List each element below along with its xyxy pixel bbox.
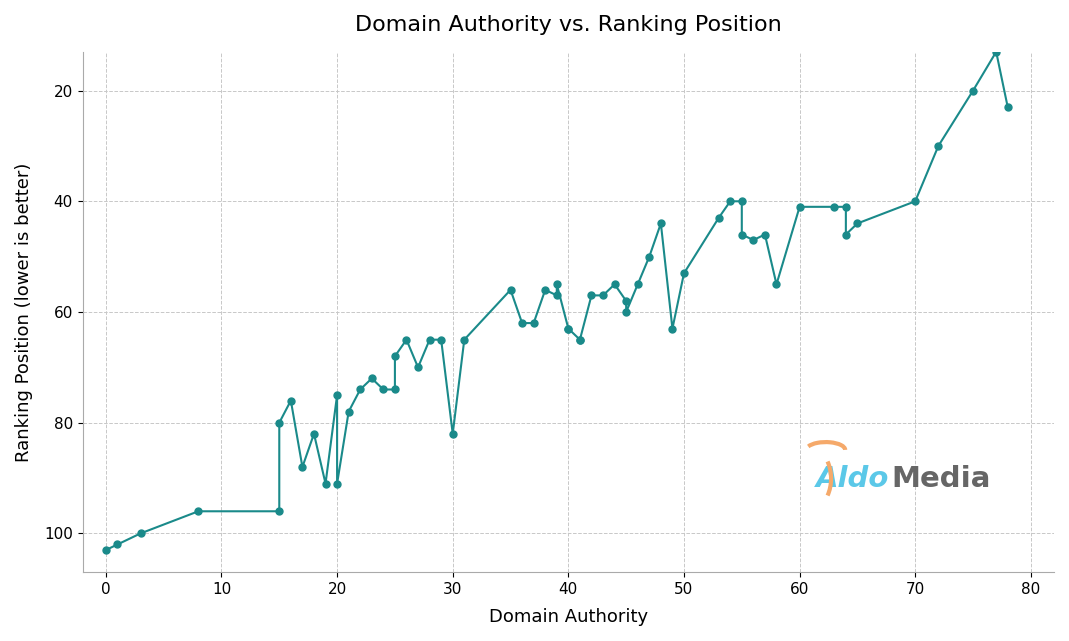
X-axis label: Domain Authority: Domain Authority [489,608,648,626]
Y-axis label: Ranking Position (lower is better): Ranking Position (lower is better) [15,162,33,462]
Text: Media: Media [892,465,991,492]
Title: Domain Authority vs. Ranking Position: Domain Authority vs. Ranking Position [355,15,781,35]
Text: Aldo: Aldo [816,465,889,492]
